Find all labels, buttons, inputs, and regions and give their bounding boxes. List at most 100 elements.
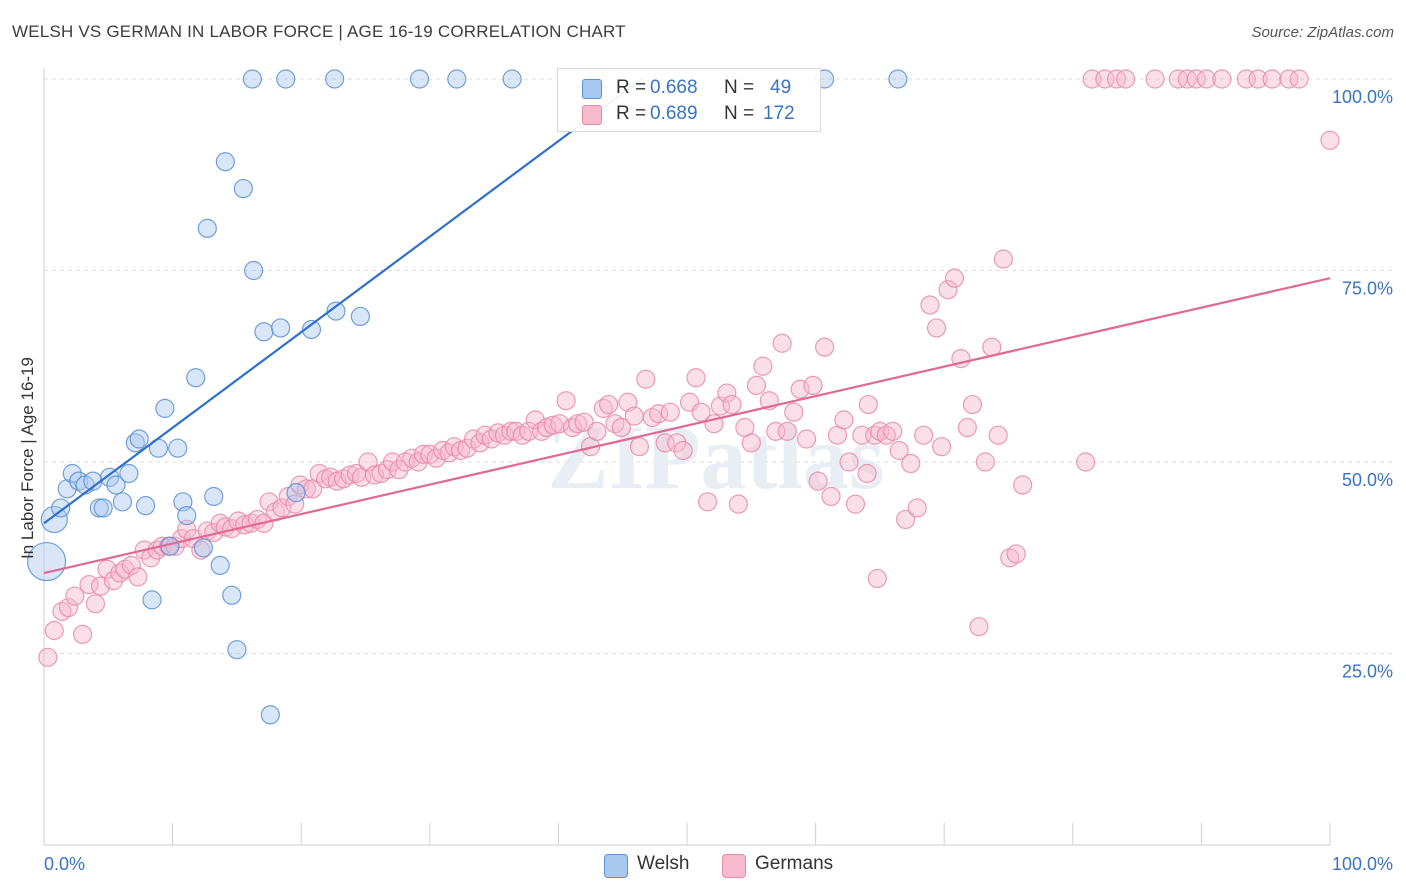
- germans-r-label: R =: [616, 103, 647, 124]
- germans-points: [38, 69, 1340, 667]
- welsh-points: [26, 69, 908, 725]
- germans-point-48: [340, 465, 360, 485]
- germans-point-60: [413, 444, 433, 464]
- welsh-point-23: [177, 506, 197, 526]
- welsh-point-1: [40, 505, 68, 534]
- welsh-point-10: [99, 467, 120, 487]
- germans-point-1: [44, 620, 64, 641]
- germans-point-7: [85, 594, 106, 614]
- germans-point-110: [722, 394, 742, 415]
- germans-point-123: [803, 375, 823, 395]
- welsh-point-2: [51, 498, 71, 518]
- germans-point-0: [38, 647, 58, 667]
- welsh-point-27: [204, 486, 224, 507]
- germans-point-83: [556, 391, 576, 411]
- germans-point-8: [90, 576, 111, 596]
- germans-point-140: [907, 498, 927, 518]
- y-tick-label-1: 50.0%: [1342, 470, 1393, 490]
- germans-point-92: [611, 417, 632, 438]
- germans-point-139: [901, 453, 921, 474]
- y-tick-label-3: 100.0%: [1332, 87, 1393, 107]
- welsh-trend-line: [43, 78, 643, 525]
- germans-point-95: [629, 437, 650, 457]
- germans-point-146: [944, 268, 965, 288]
- x-tick-label-0: 0.0%: [44, 854, 85, 874]
- germans-point-56: [389, 460, 409, 480]
- germans-point-114: [746, 375, 767, 395]
- germans-point-126: [821, 486, 841, 507]
- germans-point-171: [1212, 69, 1232, 89]
- germans-point-89: [593, 398, 614, 418]
- bottom-germans-label: Germans: [755, 853, 834, 874]
- welsh-point-25: [193, 538, 214, 558]
- germans-point-148: [957, 417, 977, 438]
- germans-swatch: [582, 105, 602, 125]
- germans-point-37: [272, 498, 292, 518]
- germans-point-144: [932, 437, 952, 457]
- welsh-point-45: [447, 69, 467, 89]
- germans-point-149: [962, 394, 983, 415]
- germans-point-13: [121, 555, 142, 576]
- germans-point-90: [598, 394, 619, 415]
- y-axis-label: In Labor Force | Age 16-19: [18, 357, 37, 559]
- welsh-swatch: [582, 79, 602, 99]
- germans-point-136: [883, 421, 903, 441]
- welsh-n-label: N =: [724, 77, 755, 98]
- welsh-point-16: [135, 496, 156, 516]
- germans-point-173: [1248, 69, 1268, 89]
- germans-point-104: [686, 368, 706, 388]
- germans-point-172: [1236, 69, 1257, 89]
- germans-point-24: [191, 540, 211, 560]
- bottom-germans-swatch: [722, 854, 746, 878]
- germans-point-154: [993, 249, 1013, 269]
- grid-lines: [44, 78, 1395, 654]
- welsh-r-value: 0.668: [650, 77, 698, 98]
- germans-point-118: [772, 333, 792, 353]
- welsh-r-label: R =: [616, 77, 647, 98]
- germans-point-96: [636, 369, 656, 389]
- germans-point-85: [568, 414, 588, 434]
- tick-labels: 25.0% 50.0% 75.0% 100.0% 0.0% 100.0%: [44, 87, 1393, 874]
- germans-point-157: [1013, 475, 1033, 495]
- trend-lines: [43, 78, 1331, 575]
- germans-point-99: [655, 433, 675, 453]
- chart-source: Source: ZipAtlas.com: [1251, 24, 1394, 41]
- germans-point-100: [660, 402, 680, 422]
- germans-point-129: [839, 452, 859, 472]
- germans-point-145: [938, 280, 958, 300]
- germans-point-111: [728, 494, 749, 514]
- germans-point-141: [914, 425, 934, 445]
- bottom-welsh-label: Welsh: [637, 853, 690, 874]
- welsh-point-15: [129, 429, 149, 449]
- axes: [43, 68, 1331, 846]
- welsh-point-38: [301, 319, 322, 340]
- germans-point-120: [784, 402, 804, 422]
- welsh-point-35: [260, 705, 280, 725]
- welsh-point-3: [57, 479, 77, 499]
- germans-point-125: [815, 337, 835, 357]
- welsh-point-12: [112, 492, 133, 512]
- germans-point-176: [1289, 69, 1309, 89]
- germans-point-166: [1145, 69, 1165, 89]
- germans-point-5: [72, 624, 93, 644]
- germans-point-169: [1186, 69, 1206, 89]
- germans-point-138: [896, 509, 916, 530]
- welsh-point-41: [242, 69, 262, 89]
- welsh-point-39: [326, 301, 346, 321]
- germans-point-121: [790, 379, 810, 399]
- germans-point-102: [673, 440, 693, 461]
- germans-point-113: [741, 433, 761, 453]
- welsh-point-4: [62, 463, 82, 484]
- germans-point-117: [766, 421, 786, 441]
- welsh-point-24: [186, 368, 206, 388]
- x-tick-label-1: 100.0%: [1332, 854, 1393, 874]
- germans-point-109: [717, 383, 737, 403]
- germans-point-14: [128, 567, 148, 587]
- welsh-point-11: [106, 475, 126, 495]
- germans-point-101: [667, 433, 687, 453]
- welsh-point-33: [244, 260, 264, 281]
- welsh-point-36: [271, 318, 291, 338]
- chart-title: WELSH VS GERMAN IN LABOR FORCE | AGE 16-…: [12, 22, 626, 41]
- germans-n-value: 172: [763, 103, 795, 124]
- germans-point-64: [439, 443, 459, 463]
